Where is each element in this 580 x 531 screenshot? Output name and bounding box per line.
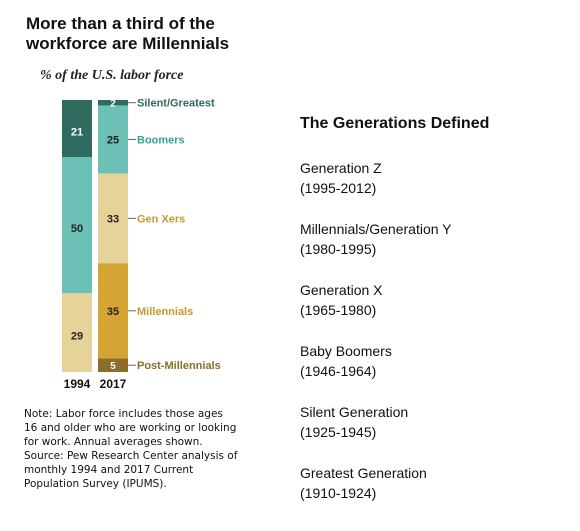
generation-name: Generation Z: [300, 160, 382, 176]
generation-item: Baby Boomers (1946-1964): [300, 341, 570, 402]
series-label: Millennials: [137, 306, 193, 318]
bar-segment-1994-boomers: [62, 157, 92, 294]
note-line: Population Survey (IPUMS).: [24, 478, 167, 490]
generation-name: Greatest Generation: [300, 465, 427, 481]
note-line: 16 and older who are working or looking: [24, 422, 237, 434]
bar-segment-2017-silent-greatest: [98, 100, 128, 106]
bar-segment-2017-boomers: [98, 105, 128, 174]
generation-item: Greatest Generation (1910-1924): [300, 463, 570, 524]
generation-years: (1995-2012): [300, 180, 377, 196]
series-label: Boomers: [137, 134, 185, 146]
bar-value-label: 33: [107, 213, 119, 225]
bar-segment-2017-millennials: [98, 263, 128, 359]
note-line: Source: Pew Research Center analysis of: [24, 450, 238, 462]
definitions-heading: The Generations Defined: [300, 115, 490, 132]
bar-segment-2017-gen-xers: [98, 173, 128, 264]
bar-segment-1994-silent-greatest: [62, 100, 92, 158]
category-label: 2017: [100, 377, 127, 391]
note-line: Note: Labor force includes those ages: [24, 408, 223, 420]
generation-years: (1965-1980): [300, 302, 377, 318]
bar-value-label: 29: [71, 331, 83, 343]
series-label: Gen Xers: [137, 213, 185, 225]
stacked-bar-chart: 29 50 21 1994 5 Post-Millennials 35 Millennials…: [62, 98, 221, 391]
bar-value-label: 25: [107, 134, 119, 146]
generation-item: Generation Z (1995-2012): [300, 158, 570, 219]
generation-name: Generation X: [300, 282, 383, 298]
note-line: for work. Annual averages shown.: [24, 436, 203, 448]
generation-name: Baby Boomers: [300, 343, 392, 359]
bar-value-label: 50: [71, 223, 83, 235]
series-label: Silent/Greatest: [137, 98, 215, 110]
generation-years: (1946-1964): [300, 363, 377, 379]
generation-item: Millennials/Generation Y (1980-1995): [300, 219, 570, 280]
bar-value-label: 21: [71, 127, 83, 139]
category-label: 1994: [64, 377, 91, 391]
chart-title: More than a third of the workforce are M…: [26, 14, 286, 54]
series-label: Post-Millennials: [137, 360, 221, 372]
bar-segment-1994-gen-xers: [62, 293, 92, 372]
chart-note: Note: Labor force includes those ages 16…: [24, 407, 256, 491]
chart-subtitle: % of the U.S. labor force: [40, 68, 184, 83]
generation-item: Generation X (1965-1980): [300, 280, 570, 341]
generation-definitions-list: Generation Z (1995-2012) Millennials/Gen…: [300, 158, 570, 524]
bar-segment-2017-post-millennials: [98, 358, 128, 372]
note-line: monthly 1994 and 2017 Current: [24, 464, 194, 476]
generation-name: Silent Generation: [300, 404, 409, 420]
chart-title-line-2: workforce are Millennials: [26, 34, 230, 53]
bar-value-label: 2: [110, 99, 116, 110]
generation-name: Millennials/Generation Y: [300, 221, 452, 237]
chart-title-line-1: More than a third of the: [26, 14, 215, 33]
bar-value-label: 5: [110, 361, 116, 372]
generation-item: Silent Generation (1925-1945): [300, 402, 570, 463]
generation-years: (1910-1924): [300, 485, 377, 501]
generation-years: (1980-1995): [300, 241, 377, 257]
generation-years: (1925-1945): [300, 424, 377, 440]
bar-value-label: 35: [107, 306, 119, 318]
